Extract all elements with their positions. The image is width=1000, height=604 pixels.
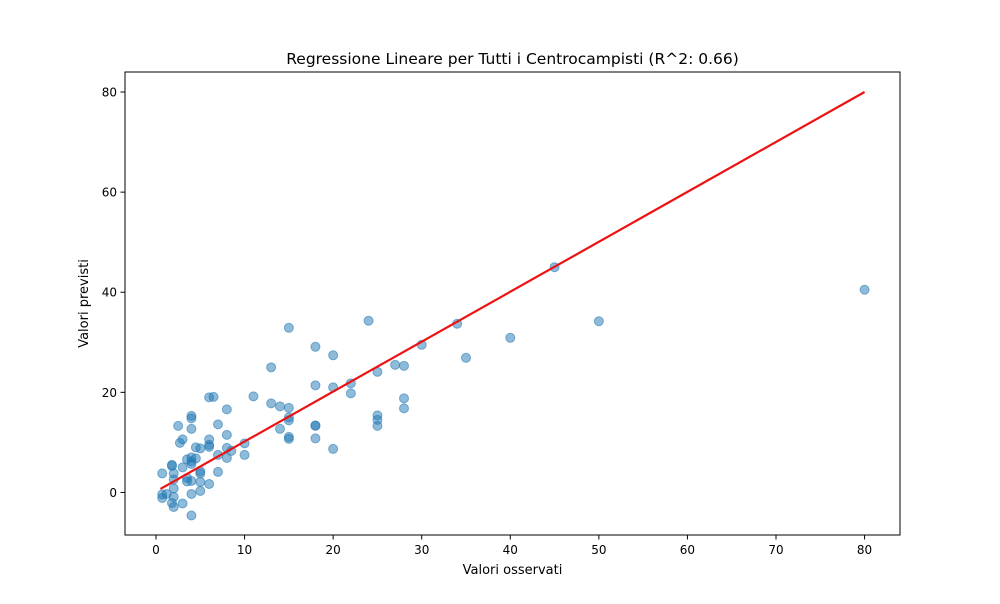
scatter-point <box>186 510 197 521</box>
scatter-point <box>283 322 294 333</box>
y-tick-label: 80 <box>102 86 117 100</box>
scatter-point <box>177 462 188 473</box>
regression-line <box>159 91 866 490</box>
x-tick-label: 0 <box>152 543 160 557</box>
x-tick-label: 50 <box>591 543 606 557</box>
scatter-point <box>168 483 179 494</box>
scatter-point <box>204 478 215 489</box>
plot-frame <box>124 71 901 536</box>
x-tick-label: 70 <box>768 543 783 557</box>
scatter-point <box>195 476 206 487</box>
scatter-point <box>399 360 409 371</box>
scatter-point <box>593 316 604 327</box>
scatter-point <box>195 443 206 454</box>
y-axis-label: Valori previsti <box>77 259 92 348</box>
marks-layer <box>157 91 870 521</box>
x-tick-label: 20 <box>326 543 341 557</box>
scatter-point <box>310 420 321 431</box>
scatter-point <box>859 284 870 295</box>
scatter-point <box>168 491 179 502</box>
scatter-point <box>221 404 232 415</box>
scatter-point <box>345 388 356 399</box>
scatter-point <box>461 352 471 363</box>
scatter-point <box>190 453 201 464</box>
scatter-point <box>310 380 321 391</box>
scatter-point <box>310 433 321 444</box>
x-tick-label: 80 <box>857 543 872 557</box>
scatter-point <box>283 433 294 444</box>
scatter-point <box>283 402 294 413</box>
scatter-point <box>221 429 232 440</box>
scatter-point <box>186 488 197 499</box>
scatter-point <box>266 362 277 373</box>
scatter-point <box>177 434 188 445</box>
scatter-point <box>275 423 285 434</box>
y-tick-label: 60 <box>102 186 117 200</box>
scatter-point <box>239 449 250 460</box>
scatter-point <box>204 441 215 452</box>
y-tick-label: 0 <box>109 486 117 500</box>
scatter-point <box>399 393 409 404</box>
scatter-point <box>399 403 409 414</box>
scatter-point <box>186 475 197 486</box>
scatter-point <box>275 401 285 412</box>
chart-title: Regressione Lineare per Tutti i Centroca… <box>286 50 739 68</box>
scatter-point <box>266 398 277 409</box>
x-tick-label: 60 <box>680 543 695 557</box>
x-tick-label: 30 <box>414 543 429 557</box>
scatter-point <box>505 332 516 343</box>
x-axis-label: Valori osservati <box>463 563 563 578</box>
scatter-point <box>372 420 383 431</box>
scatter-point <box>310 341 321 352</box>
scatter-point <box>363 315 374 326</box>
y-tick-label: 20 <box>102 386 117 400</box>
scatter-point <box>195 468 206 479</box>
scatter-point <box>177 498 188 509</box>
scatter-point <box>166 459 177 470</box>
scatter-point <box>157 468 168 479</box>
scatter-point <box>186 423 197 434</box>
scatter-point <box>168 501 179 512</box>
scatter-point <box>208 391 219 402</box>
scatter-point <box>213 466 223 477</box>
scatter-point <box>390 359 401 370</box>
scatter-point <box>328 443 339 454</box>
y-tick-label: 40 <box>102 286 117 300</box>
scatter-point <box>213 419 223 430</box>
x-tick-label: 10 <box>237 543 252 557</box>
scatter-point <box>221 452 232 463</box>
scatter-point <box>248 391 259 402</box>
scatter-point <box>328 350 339 361</box>
ticks-layer: 0 10 20 30 40 50 60 70 80 0 20 40 60 80 <box>102 86 872 557</box>
plot-area <box>125 72 900 535</box>
scatter-point <box>186 413 197 424</box>
scatter-point <box>173 420 184 431</box>
x-tick-label: 40 <box>503 543 518 557</box>
scatter-point <box>195 485 206 496</box>
